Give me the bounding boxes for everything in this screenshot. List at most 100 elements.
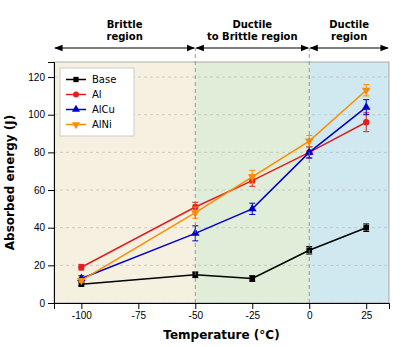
x-tick-label: 0 bbox=[307, 310, 313, 321]
legend: Base Al AlCu AlNi bbox=[60, 68, 134, 136]
y-tick-mark bbox=[48, 228, 54, 229]
error-bar-cap bbox=[363, 131, 369, 132]
error-bar-cap bbox=[363, 114, 369, 115]
x-tick-mark bbox=[195, 303, 196, 309]
legend-label: AlNi bbox=[92, 119, 112, 130]
region-label-line: region bbox=[331, 31, 367, 42]
region-arrow bbox=[310, 47, 388, 48]
legend-box bbox=[60, 68, 134, 136]
data-point bbox=[363, 119, 369, 125]
y-tick: 60 bbox=[34, 185, 54, 196]
y-tick-mark bbox=[48, 115, 54, 116]
y-tick-label: 40 bbox=[34, 222, 46, 233]
y-tick: 100 bbox=[28, 109, 54, 120]
y-axis: 0 20 40 60 80 100 120 bbox=[28, 63, 54, 309]
y-tick-label: 60 bbox=[34, 185, 46, 196]
legend-item: AlNi bbox=[66, 119, 112, 130]
x-tick: -25 bbox=[246, 303, 261, 321]
region-arrow bbox=[55, 47, 194, 48]
grid-line bbox=[54, 152, 389, 153]
region-label: Ductileregion bbox=[329, 19, 369, 42]
y-tick: 40 bbox=[34, 222, 54, 233]
x-tick-mark bbox=[252, 303, 253, 309]
y-tick-mark bbox=[48, 265, 54, 266]
region-annotations: BrittleregionDuctileto Brittle regionDuc… bbox=[55, 19, 388, 303]
y-tick-label: 80 bbox=[34, 147, 46, 158]
y-tick: 80 bbox=[34, 147, 54, 158]
error-bar-cap bbox=[363, 223, 369, 224]
x-tick-label: -25 bbox=[246, 310, 261, 321]
data-point bbox=[248, 204, 257, 211]
region-label-line: region bbox=[106, 31, 142, 42]
y-tick-label: 20 bbox=[34, 260, 46, 271]
region-label-line: Ductile bbox=[329, 19, 369, 30]
y-tick-mark bbox=[48, 77, 54, 78]
x-tick-label: -100 bbox=[72, 310, 92, 321]
x-tick-mark bbox=[81, 303, 82, 309]
legend-swatch-marker bbox=[72, 122, 80, 129]
x-tick: -100 bbox=[72, 303, 92, 321]
region-band bbox=[195, 62, 309, 303]
region-label: Brittleregion bbox=[106, 19, 142, 42]
error-bar-cap bbox=[306, 135, 312, 136]
x-tick: 25 bbox=[361, 303, 373, 321]
data-point bbox=[249, 276, 255, 282]
region-band bbox=[54, 62, 195, 303]
legend-label: Base bbox=[92, 74, 116, 85]
error-bar bbox=[363, 113, 369, 132]
y-axis-title: Absorbed energy (J) bbox=[3, 115, 17, 250]
y-tick-label: 0 bbox=[39, 298, 45, 309]
region-label-line: Ductile bbox=[232, 19, 272, 30]
error-bar bbox=[249, 276, 255, 282]
error-bar bbox=[78, 264, 84, 270]
error-bar-cap bbox=[306, 158, 312, 159]
region-boundary bbox=[195, 48, 196, 303]
x-tick-label: 25 bbox=[361, 310, 373, 321]
plot-area bbox=[54, 62, 389, 303]
data-point bbox=[248, 174, 257, 181]
error-bar bbox=[363, 224, 369, 232]
y-tick-mark bbox=[48, 303, 54, 304]
error-bar-cap bbox=[249, 214, 255, 215]
y-tick-label: 120 bbox=[28, 72, 45, 83]
x-tick: 0 bbox=[307, 303, 313, 321]
x-tick-mark bbox=[309, 303, 310, 309]
x-tick: -75 bbox=[132, 303, 147, 321]
data-point bbox=[362, 102, 371, 109]
y-tick-mark bbox=[48, 190, 54, 191]
y-tick: 0 bbox=[39, 298, 54, 309]
data-point bbox=[363, 225, 369, 231]
error-bar-cap bbox=[363, 99, 369, 100]
error-bar-cap bbox=[363, 231, 369, 232]
region-arrow bbox=[196, 47, 308, 48]
data-point bbox=[362, 88, 371, 95]
legend-item: AlCu bbox=[66, 104, 115, 115]
x-tick: -50 bbox=[189, 303, 204, 321]
region-boundary bbox=[309, 48, 310, 303]
chart: -100-75-50-25025020406080100120Temperatu… bbox=[0, 0, 403, 347]
legend-swatch-marker bbox=[73, 92, 79, 98]
x-axis: -100 -75 -50 -25 0 25 bbox=[55, 303, 390, 321]
y-tick: 20 bbox=[34, 260, 54, 271]
x-tick-label: -50 bbox=[189, 310, 204, 321]
region-label-line: to Brittle region bbox=[207, 31, 298, 42]
region-label-line: Brittle bbox=[107, 19, 143, 30]
grid-line bbox=[54, 190, 389, 191]
data-point bbox=[77, 278, 86, 285]
y-axis-line bbox=[48, 63, 55, 304]
region-band bbox=[309, 62, 389, 303]
error-bar-cap bbox=[249, 170, 255, 171]
x-axis-line bbox=[55, 304, 390, 310]
error-bar-cap bbox=[363, 84, 369, 85]
error-bar-cap bbox=[249, 183, 255, 184]
grid-line bbox=[54, 265, 389, 266]
region-label: Ductileto Brittle region bbox=[207, 19, 298, 42]
grid-line bbox=[54, 227, 389, 228]
x-tick-label: -75 bbox=[132, 310, 147, 321]
legend-label: AlCu bbox=[92, 104, 115, 115]
error-bar-cap bbox=[192, 240, 198, 241]
legend-swatch-marker bbox=[73, 77, 78, 82]
error-bar-cap bbox=[306, 158, 312, 159]
plot-frame bbox=[54, 62, 389, 303]
legend-item: Al bbox=[66, 89, 102, 100]
